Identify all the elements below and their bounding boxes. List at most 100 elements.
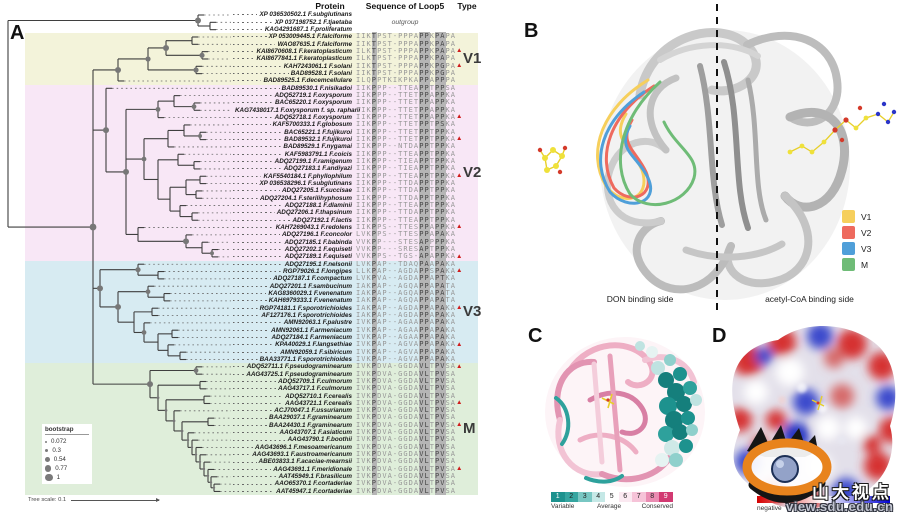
conservation-scale-cell: 3 <box>578 492 592 502</box>
taxon-name: KAF5700333.1 F.globosum <box>272 121 352 129</box>
taxon-name: AAT45949.1 F.brasilicum <box>278 473 352 481</box>
taxon-row: AMN92063.1 F.palustre IVKPAP--AGAAPPAPAKA <box>232 318 478 327</box>
leader-dashes <box>233 146 282 148</box>
taxon-row: AAG43707.1 F.asiaticum IVKPDVA-GGDAVLTPVS… <box>232 428 478 437</box>
taxon-name: ADQ52710.1 F.cerealis <box>285 392 352 400</box>
leader-dashes <box>233 307 258 309</box>
taxon-name: BAD89530.1 F.nisikadoi <box>281 84 352 92</box>
taxon-name: ADQ27202.1 F.equiseti <box>284 245 352 253</box>
loop5-sequence: IVKPDVA-GGDAVLTPVSA <box>356 457 457 466</box>
characterized-marker: ▲ <box>456 362 463 370</box>
loop5-sequence: IVKPDVA-GGDAVLTPVSA <box>356 486 457 495</box>
conservation-scale-cell: 5 <box>605 492 619 502</box>
leader-dashes <box>233 80 262 82</box>
taxon-name: ADQ27188.1 F.dlaminii <box>284 201 352 209</box>
leader-dashes <box>233 197 258 199</box>
bootstrap-legend-item: 0.072 <box>45 437 89 446</box>
loop5-sequence: IIKPPP--TTETPPAPPKA <box>356 112 457 121</box>
loop5-sequence: IVKPDVA-GGDAVLTPVSA <box>356 362 457 371</box>
taxon-name: AMN92059.1 F.sibiricum <box>280 348 352 356</box>
colorbar-average-label: Average <box>597 503 622 510</box>
type-label-M: M <box>463 420 476 438</box>
taxon-row: KAF5983791.1 F.coicis IIKPPP--TTEAPPTPPKA <box>232 149 478 158</box>
loop5-sequence: IIKPPP--TTDAPPTPPKA <box>356 208 457 217</box>
loop5-sequence: IIKPPP--TTETPPAPPKA <box>356 90 457 99</box>
taxon-name: AMN92063.1 F.palustre <box>283 319 352 327</box>
leader-dashes <box>233 95 273 97</box>
characterized-marker: ▲ <box>456 465 463 473</box>
loop5-sequence: IVKPDVA-GGDAVLTPVSA <box>356 472 457 481</box>
taxon-row: KPA40029.1 F.langsethiae IVKPAP--AGVAPPAP… <box>232 340 478 349</box>
loop5-sequence: IIKPPP--TTETPPAPPKA <box>356 105 457 114</box>
leader-dashes <box>233 388 277 390</box>
tree-scale-bar <box>71 497 161 502</box>
taxon-row: KAF5700333.1 F.globosum IIKPPP--TTETPPTPS… <box>232 120 478 129</box>
taxon-name: BAD89528.1 F.solani <box>290 69 352 77</box>
taxon-row: BAC65221.1 F.fujikuroi IIKPPP--TTETPPTPPK… <box>232 127 478 136</box>
loop5-sequence: IVKPDVA-GGDAVLTPVSA <box>356 369 457 378</box>
legend-item-V3: V3 <box>842 242 871 255</box>
loop5-sequence: LVKPVA--AGDAPPAPTKA <box>356 274 457 283</box>
characterized-marker: ▲ <box>456 399 463 407</box>
bootstrap-legend-item: 0.54 <box>45 455 89 464</box>
type-label-V2: V2 <box>463 163 482 181</box>
loop5-sequence: IAKPAP--AGQAPPAPATA <box>356 296 457 305</box>
taxon-name: ADQ52719.1 F.oxysporum <box>274 91 352 99</box>
taxon-row: BAC65220.1 F.oxysporum IIKPPP--TTETPPAPPK… <box>232 98 478 107</box>
loop5-sequence: IIKPPP--TTEAPPTPPKA <box>356 149 457 158</box>
leader-dashes <box>233 410 273 412</box>
leader-dashes <box>233 183 258 185</box>
colorbar-negative-label: negative <box>757 505 782 512</box>
taxon-row: AAG43725.1 F.pseudograminearum IVKPDVA-GG… <box>232 369 478 378</box>
characterized-marker: ▲ <box>456 135 463 143</box>
taxon-row: ADQ27185.1 F.babinda VVKPP---STESAPPPPKA <box>232 237 478 246</box>
taxon-name: AAT45947.1 F.cortaderiae <box>276 487 352 495</box>
leader-dashes <box>233 476 277 478</box>
loop5-sequence: IVKPDVA-GGDAVLTPVSA <box>356 464 457 473</box>
taxon-row: BAD89532.1 F.fujikuroi IIKPPP--TTETPPTPPK… <box>232 134 478 143</box>
loop5-sequence: IVKPDVA-GGDAVLTPVSA <box>356 384 457 393</box>
column-header-type: Type <box>457 1 477 11</box>
leader-dashes <box>233 344 274 346</box>
taxon-row: AAG43696.1 F.mesoamericanum IVKPDVA-GGDAV… <box>232 442 478 451</box>
legend-swatch <box>842 226 855 239</box>
taxon-name: AAG43717.1 F.culmorum <box>278 385 352 393</box>
taxon-name: ADQ52718.1 F.oxysporum <box>274 113 352 121</box>
leader-dashes <box>233 359 258 360</box>
taxon-name: ADQ27196.1 F.concolor <box>282 231 352 239</box>
taxon-row: BAD89528.1 F.solani IIKTPST-PPPAPPKPGPA <box>232 68 478 77</box>
taxon-row: ADQ52711.1 F.pseudograminearum IVKPDVA-GG… <box>232 362 478 371</box>
taxon-name: KAG7438017.1 F.oxysporum f. sp. raphani <box>235 106 361 114</box>
taxon-name: ADQ27195.1 F.nelsonii <box>284 260 352 268</box>
taxon-name: ADQ27184.1 F.armeniacum <box>271 333 352 341</box>
taxon-name: BAA24430.1 F.graminearum <box>269 421 352 429</box>
taxon-name: AAO65370.1 F.cortaderiae <box>274 480 352 488</box>
loop5-sequence: IVKPDVA-GGDAVLTPVSA <box>356 435 457 444</box>
leader-dashes <box>233 432 278 434</box>
tree-scale-label: Tree scale: 0.1 <box>28 497 67 503</box>
leader-dashes <box>233 402 284 404</box>
bootstrap-legend-title: bootstrap <box>45 426 89 435</box>
taxon-row: KAG7438017.1 F.oxysporum f. sp. raphani I… <box>232 105 478 114</box>
type-zone-V2 <box>25 84 478 261</box>
leader-dashes <box>233 278 272 280</box>
taxon-name: AAG43725.1 F.pseudograminearum <box>246 370 352 378</box>
loop5-sequence: IVKPAP--AGVAPPAPAKA <box>356 340 457 349</box>
column-header-sequence: Sequence of Loop5 <box>365 1 445 11</box>
leader-dashes <box>233 373 245 375</box>
leader-dashes <box>233 380 277 382</box>
taxon-row: XP 053009445.1 F.falciforme IIKTPST-PPPAP… <box>232 32 478 41</box>
taxon-name: XP 036530502.1 F.subglutinans <box>259 11 352 19</box>
loop5-sequence: IIKPPP--TTDAPPTPPKA <box>356 178 457 187</box>
taxon-name: AF127176.1 F.sporotrichioides <box>261 311 352 319</box>
leader-dashes <box>233 14 258 16</box>
taxon-name: KAF5983791.1 F.coicis <box>284 150 352 158</box>
colorbar-variable-label: Variable <box>551 503 575 510</box>
leader-dashes <box>233 293 267 295</box>
taxon-name: AAG43693.1 F.austroamericanum <box>252 451 352 459</box>
loop5-sequence: IIKPPP--TTEAPPTPPKA <box>356 200 457 209</box>
taxon-name: BAD89532.1 F.fujikuroi <box>284 135 352 143</box>
type-label-V3: V3 <box>463 302 482 320</box>
loop5-sequence: IVKPAP--AGVAPPAPAKA <box>356 354 457 363</box>
